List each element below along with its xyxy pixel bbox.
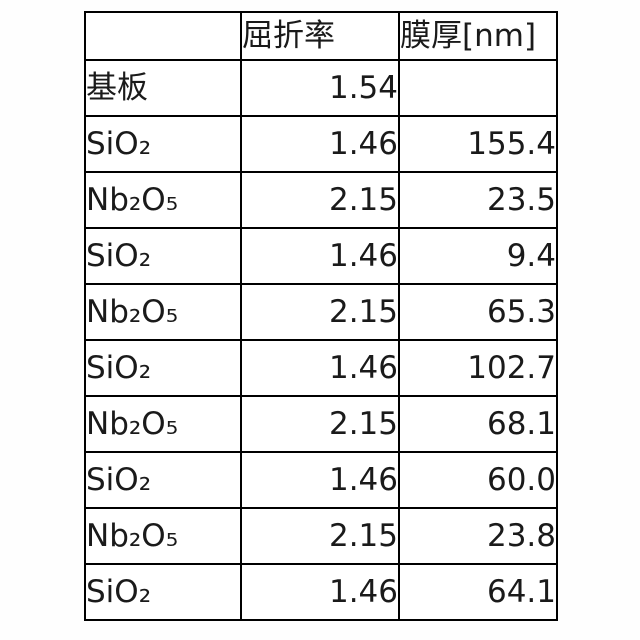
thickness-cell: 23.8 xyxy=(398,507,558,565)
thickness-cell: 9.4 xyxy=(398,227,558,285)
header-cell-material xyxy=(84,11,242,61)
material-cell: SiO₂ xyxy=(84,115,242,173)
material-cell: SiO₂ xyxy=(84,563,242,621)
table-row: SiO₂ 1.46 102.7 xyxy=(84,339,558,397)
thickness-cell xyxy=(398,59,558,117)
table-row: Nb₂O₅ 2.15 23.5 xyxy=(84,171,558,229)
thickness-cell: 68.1 xyxy=(398,395,558,453)
thickness-cell: 60.0 xyxy=(398,451,558,509)
material-cell: 基板 xyxy=(84,59,242,117)
header-cell-thickness: 膜厚[nm] xyxy=(398,11,558,61)
table-row: Nb₂O₅ 2.15 23.8 xyxy=(84,507,558,565)
material-cell: SiO₂ xyxy=(84,339,242,397)
refractive-index-cell: 1.46 xyxy=(240,563,400,621)
material-cell: Nb₂O₅ xyxy=(84,507,242,565)
header-cell-refractive-index: 屈折率 xyxy=(240,11,400,61)
table-row: SiO₂ 1.46 60.0 xyxy=(84,451,558,509)
table-row: SiO₂ 1.46 64.1 xyxy=(84,563,558,621)
thickness-cell: 64.1 xyxy=(398,563,558,621)
refractive-index-cell: 1.54 xyxy=(240,59,400,117)
refractive-index-cell: 2.15 xyxy=(240,283,400,341)
refractive-index-cell: 1.46 xyxy=(240,227,400,285)
table-row: 基板 1.54 xyxy=(84,59,558,117)
refractive-index-cell: 1.46 xyxy=(240,339,400,397)
table-row: Nb₂O₅ 2.15 65.3 xyxy=(84,283,558,341)
film-stack-table: 屈折率 膜厚[nm] 基板 1.54 SiO₂ 1.46 155.4 Nb₂O₅… xyxy=(84,11,558,621)
thickness-cell: 65.3 xyxy=(398,283,558,341)
refractive-index-cell: 1.46 xyxy=(240,115,400,173)
material-cell: SiO₂ xyxy=(84,227,242,285)
table-row: SiO₂ 1.46 9.4 xyxy=(84,227,558,285)
thickness-cell: 23.5 xyxy=(398,171,558,229)
refractive-index-cell: 1.46 xyxy=(240,451,400,509)
table-row: SiO₂ 1.46 155.4 xyxy=(84,115,558,173)
thickness-cell: 155.4 xyxy=(398,115,558,173)
refractive-index-cell: 2.15 xyxy=(240,171,400,229)
material-cell: SiO₂ xyxy=(84,451,242,509)
material-cell: Nb₂O₅ xyxy=(84,171,242,229)
header-row: 屈折率 膜厚[nm] xyxy=(84,11,558,61)
refractive-index-cell: 2.15 xyxy=(240,395,400,453)
refractive-index-cell: 2.15 xyxy=(240,507,400,565)
thickness-cell: 102.7 xyxy=(398,339,558,397)
material-cell: Nb₂O₅ xyxy=(84,395,242,453)
material-cell: Nb₂O₅ xyxy=(84,283,242,341)
table-row: Nb₂O₅ 2.15 68.1 xyxy=(84,395,558,453)
